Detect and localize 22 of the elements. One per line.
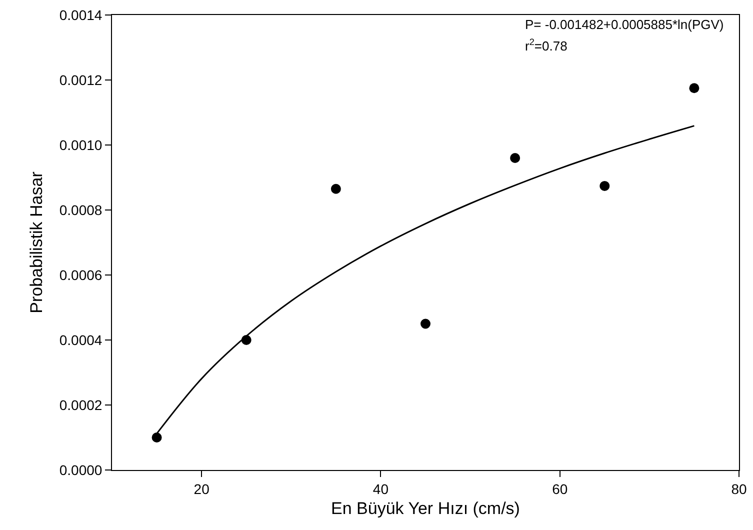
point xyxy=(420,318,430,329)
y-tick-label: 0.0008 xyxy=(59,202,102,218)
y-tick-label: 0.0006 xyxy=(59,266,102,283)
x-tick-label: 40 xyxy=(372,480,389,497)
point xyxy=(689,83,700,94)
point xyxy=(152,432,162,442)
annotation: P= -0.001482+0.0005885*ln(PGV) xyxy=(525,17,724,32)
y-tick-label: 0.0012 xyxy=(59,72,102,88)
point xyxy=(330,184,341,194)
annotation: r$^{2}$=0.78 xyxy=(525,37,568,54)
x-tick-label: 60 xyxy=(552,480,568,497)
x-tick-label: 80 xyxy=(731,480,747,497)
y-tick-label: 0.0010 xyxy=(59,136,102,153)
y-axis-title: Probabilistik Hasar xyxy=(26,171,46,314)
y-tick-label: 0.0002 xyxy=(59,396,102,413)
y-tick-label: 0.0000 xyxy=(59,462,102,478)
point xyxy=(510,153,520,163)
point xyxy=(600,180,610,191)
y-tick-label: 0.0014 xyxy=(59,6,102,23)
x-tick-label: 20 xyxy=(194,480,210,497)
x-axis-title: En Büyük Yer Hızı (cm/s) xyxy=(331,499,520,518)
y-tick-label: 0.0004 xyxy=(59,332,102,348)
